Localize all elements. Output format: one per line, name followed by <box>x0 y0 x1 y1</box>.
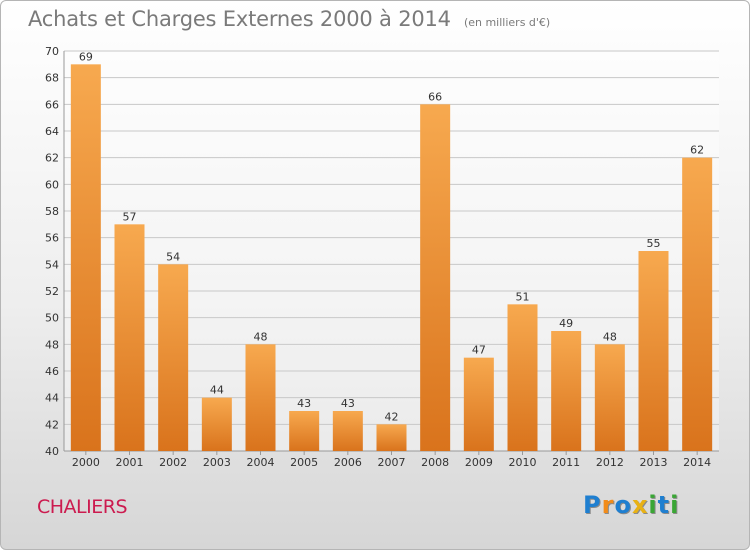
x-tick-label: 2001 <box>116 456 144 469</box>
bar <box>158 264 189 451</box>
y-tick-label: 54 <box>45 258 59 271</box>
commune-name: CHALIERS <box>37 496 128 518</box>
bar <box>638 251 669 451</box>
bar <box>463 357 494 451</box>
logo-letter: o <box>614 491 632 519</box>
data-label: 62 <box>690 144 704 157</box>
y-tick-label: 58 <box>45 205 59 218</box>
data-label: 48 <box>603 330 617 343</box>
data-label: 48 <box>254 330 268 343</box>
bar <box>332 411 363 451</box>
y-tick-label: 42 <box>45 418 59 431</box>
logo-letter: i <box>648 491 658 519</box>
x-tick-label: 2007 <box>378 456 406 469</box>
logo-letter: i <box>670 491 680 519</box>
logo-letter: t <box>657 491 671 519</box>
y-tick-label: 68 <box>45 72 59 85</box>
x-tick-label: 2006 <box>334 456 362 469</box>
data-label: 43 <box>341 397 355 410</box>
data-label: 69 <box>79 50 93 63</box>
x-tick-label: 2011 <box>552 456 580 469</box>
bar <box>420 104 451 451</box>
data-label: 51 <box>516 290 530 303</box>
bar <box>114 224 145 451</box>
y-tick-label: 44 <box>45 392 59 405</box>
y-tick-label: 56 <box>45 232 59 245</box>
x-tick-label: 2013 <box>640 456 668 469</box>
y-tick-label: 62 <box>45 152 59 165</box>
bar <box>682 157 713 451</box>
data-label: 57 <box>123 210 137 223</box>
bar <box>594 344 625 451</box>
bar <box>70 64 101 452</box>
data-label: 66 <box>428 90 442 103</box>
proxiti-logo[interactable]: Proxiti <box>583 491 679 519</box>
bar <box>507 304 538 451</box>
x-tick-label: 2002 <box>159 456 187 469</box>
x-tick-label: 2000 <box>72 456 100 469</box>
y-tick-label: 66 <box>45 98 59 111</box>
data-label: 54 <box>166 250 180 263</box>
data-label: 43 <box>297 397 311 410</box>
x-tick-label: 2008 <box>421 456 449 469</box>
y-tick-label: 70 <box>45 45 59 58</box>
y-tick-label: 60 <box>45 178 59 191</box>
x-tick-label: 2003 <box>203 456 231 469</box>
y-tick-label: 64 <box>45 125 59 138</box>
chart-title: Achats et Charges Externes 2000 à 2014 <box>28 7 451 31</box>
x-tick-label: 2005 <box>290 456 318 469</box>
logo-letter: x <box>631 491 649 519</box>
data-label: 44 <box>210 384 224 397</box>
y-tick-label: 46 <box>45 365 59 378</box>
bar <box>289 411 320 451</box>
data-label: 49 <box>559 317 573 330</box>
x-tick-label: 2004 <box>247 456 275 469</box>
data-label: 42 <box>385 410 399 423</box>
x-tick-label: 2014 <box>683 456 711 469</box>
logo-letter: P <box>583 491 602 519</box>
chart-subtitle: (en milliers d'€) <box>463 16 551 29</box>
y-tick-label: 48 <box>45 338 59 351</box>
data-label: 55 <box>647 237 661 250</box>
x-tick-label: 2012 <box>596 456 624 469</box>
data-label: 47 <box>472 344 486 357</box>
bar <box>551 331 582 451</box>
bar <box>376 424 407 451</box>
y-tick-label: 52 <box>45 285 59 298</box>
x-tick-label: 2009 <box>465 456 493 469</box>
y-tick-label: 50 <box>45 312 59 325</box>
bar <box>201 397 232 451</box>
x-tick-label: 2010 <box>509 456 537 469</box>
bar <box>245 344 276 451</box>
y-tick-label: 40 <box>45 445 59 458</box>
title-row: Achats et Charges Externes 2000 à 2014 (… <box>28 7 550 31</box>
logo-letter: r <box>601 491 615 519</box>
